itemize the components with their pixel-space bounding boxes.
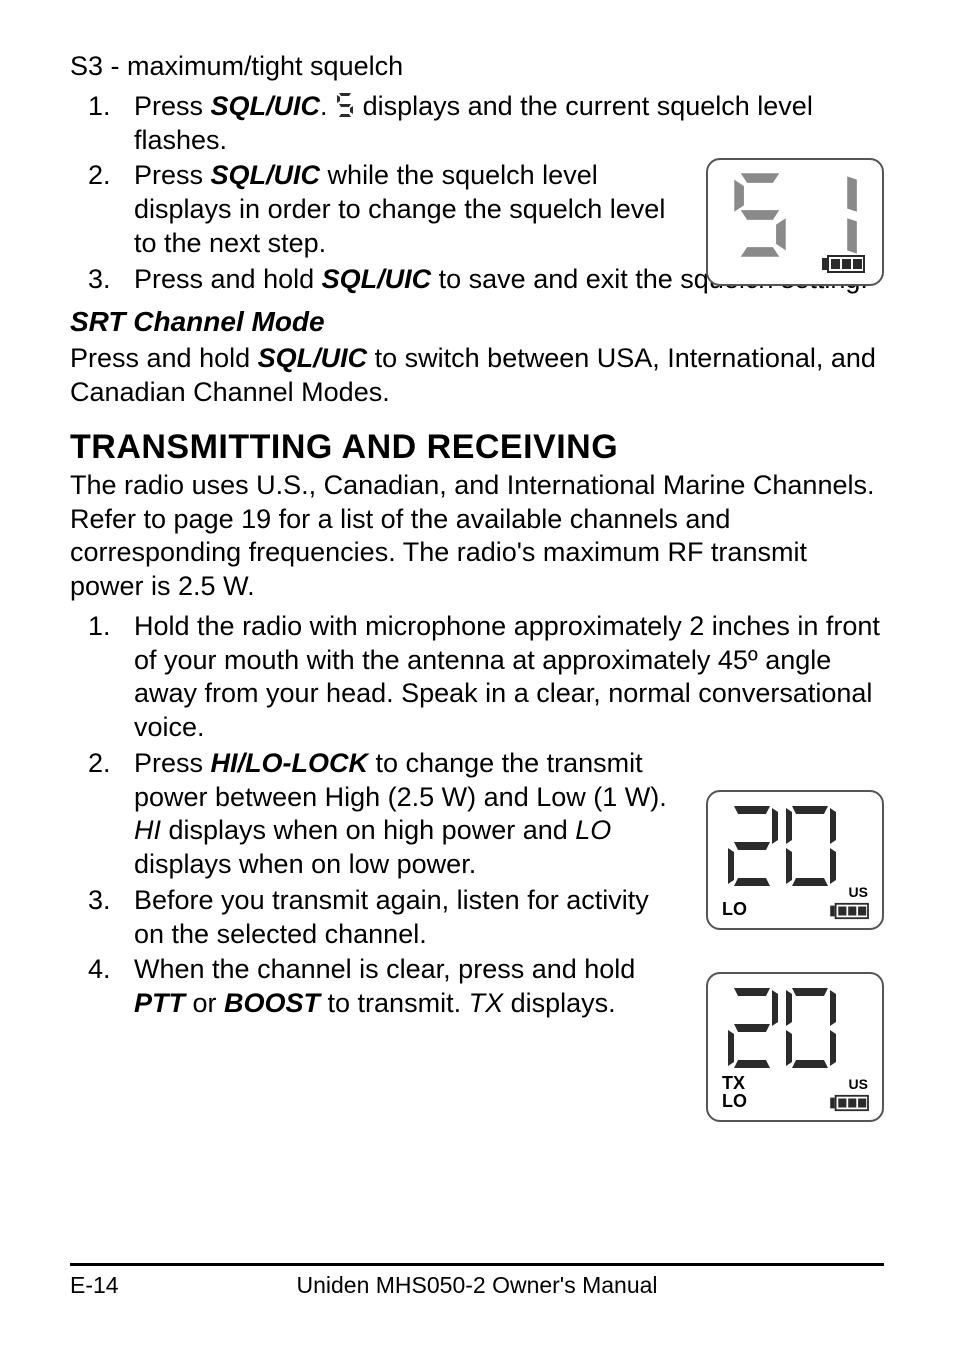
tx-label: TX: [469, 988, 504, 1018]
lcd-display-channel-tx: TX LO US: [706, 972, 884, 1122]
t: Press: [134, 91, 211, 121]
t: When the channel is clear, press and hol…: [134, 954, 635, 984]
step-number: 3.: [88, 263, 134, 297]
key-sql-uic: SQL/UIC: [211, 91, 321, 121]
footer-title: Uniden MHS050-2 Owner's Manual: [240, 1272, 714, 1299]
t: Press and hold: [70, 343, 258, 373]
srt-body: Press and hold SQL/UIC to switch between…: [70, 342, 884, 410]
hi-label: HI: [134, 815, 161, 845]
step-number: 3.: [88, 884, 134, 952]
battery-icon: [822, 254, 866, 274]
step-text: Press SQL/UIC. displays and the current …: [134, 90, 884, 158]
seg-s-icon: [726, 170, 794, 260]
seg-s-glyph-icon: [335, 91, 355, 119]
intro-line: S3 - maximum/tight squelch: [70, 50, 884, 84]
step-number: 1.: [88, 610, 134, 745]
seg-1-icon: [824, 170, 864, 260]
step-number: 2.: [88, 747, 134, 882]
page-footer: E-14 Uniden MHS050-2 Owner's Manual: [70, 1263, 884, 1299]
srt-heading: SRT Channel Mode: [70, 306, 884, 338]
t: or: [185, 988, 224, 1018]
seg-20-icon: [708, 984, 848, 1072]
step-number: 4.: [88, 953, 134, 1021]
lcd-display-channel-lo: LO US: [706, 790, 884, 930]
lo-indicator: LO: [722, 899, 747, 920]
key-sql-uic: SQL/UIC: [322, 264, 432, 294]
t: to transmit.: [320, 988, 469, 1018]
t: displays when on low power.: [134, 849, 476, 879]
t: displays.: [503, 988, 616, 1018]
key-ptt: PTT: [134, 988, 185, 1018]
key-sql-uic: SQL/UIC: [258, 343, 368, 373]
transmit-body: The radio uses U.S., Canadian, and Inter…: [70, 469, 884, 604]
step-1: 1. Hold the radio with microphone approx…: [88, 610, 884, 745]
t: Press: [134, 160, 211, 190]
page-number: E-14: [70, 1272, 240, 1299]
key-boost: BOOST: [224, 988, 320, 1018]
lo-indicator: LO: [722, 1091, 747, 1112]
t: Press and hold: [134, 264, 322, 294]
step-1: 1. Press SQL/UIC. displays and the curre…: [88, 90, 884, 158]
seg-20-icon: [708, 802, 848, 890]
key-hilo-lock: HI/LO-LOCK: [211, 748, 368, 778]
footer-spacer: [714, 1272, 884, 1299]
battery-icon: [830, 1094, 870, 1112]
step-number: 2.: [88, 159, 134, 260]
us-indicator: US: [849, 1076, 868, 1092]
step-text: Hold the radio with microphone approxima…: [134, 610, 884, 745]
lcd-display-squelch: [706, 158, 884, 286]
step-number: 1.: [88, 90, 134, 158]
us-indicator: US: [849, 884, 868, 900]
key-sql-uic: SQL/UIC: [211, 160, 321, 190]
t: .: [320, 91, 335, 121]
t: displays when on high power and: [161, 815, 575, 845]
page: S3 - maximum/tight squelch 1. Press SQL/…: [0, 0, 954, 1345]
t: Press: [134, 748, 211, 778]
lo-label: LO: [575, 815, 611, 845]
transmit-heading: TRANSMITTING AND RECEIVING: [70, 428, 884, 467]
battery-icon: [830, 902, 870, 920]
